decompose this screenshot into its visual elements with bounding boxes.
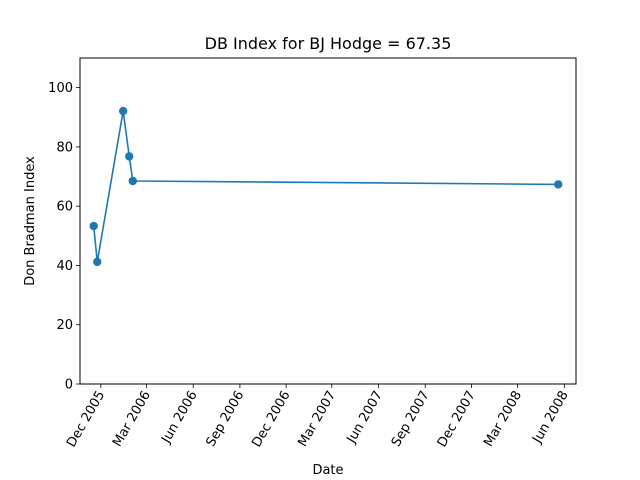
y-tick-label: 100 (48, 81, 73, 96)
y-tick-label: 60 (56, 200, 73, 215)
plot-area (89, 106, 563, 267)
y-axis: 0 20 40 60 80 100 (48, 81, 80, 393)
data-point (93, 257, 102, 267)
y-axis-label: Don Bradman Index (23, 156, 38, 286)
data-point (118, 106, 128, 116)
data-point (128, 176, 137, 186)
y-tick-label: 0 (65, 378, 73, 393)
data-point (89, 221, 98, 231)
axes-frame (79, 57, 577, 385)
x-axis-label: Date (312, 463, 343, 478)
y-tick-label: 20 (56, 318, 73, 333)
series-line (92, 110, 559, 263)
chart-title: DB Index for BJ Hodge = 67.35 (205, 34, 452, 53)
y-tick-label: 80 (56, 140, 73, 155)
data-point (554, 180, 563, 189)
y-tick-label: 40 (56, 259, 73, 274)
data-point (125, 152, 134, 161)
